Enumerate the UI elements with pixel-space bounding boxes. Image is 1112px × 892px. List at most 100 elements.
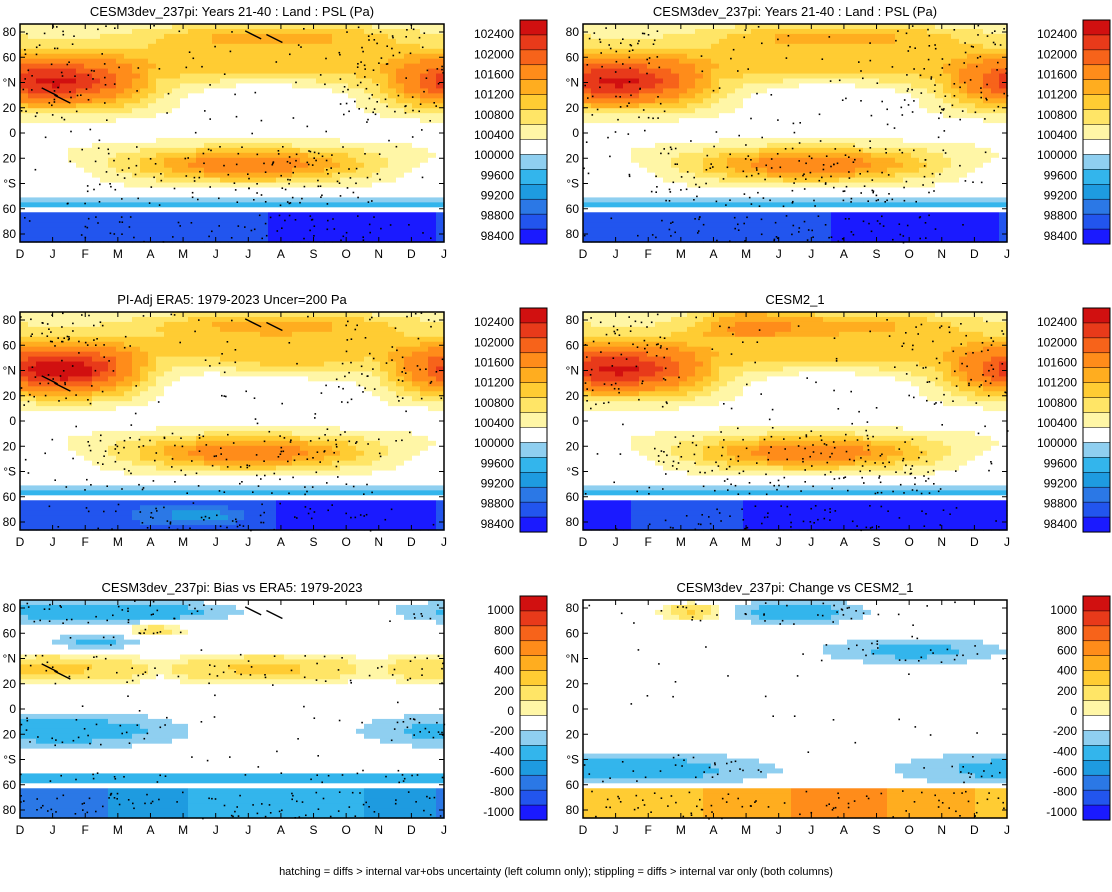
heat-cell: [356, 188, 365, 194]
heat-cell: [188, 103, 197, 109]
heat-cell: [663, 192, 672, 198]
heat-cell: [276, 138, 285, 144]
heat-cell: [196, 93, 205, 99]
heat-cell: [284, 24, 293, 30]
heat-cell: [124, 197, 133, 203]
heat-cell: [895, 192, 904, 198]
heat-cell: [260, 168, 269, 174]
heat-cell: [164, 54, 173, 60]
heat-cell: [220, 118, 229, 124]
heat-cell: [847, 39, 856, 45]
heat-cell: [172, 83, 181, 89]
heat-cell: [332, 59, 341, 65]
heat-cell: [68, 178, 77, 184]
heat-cell: [687, 158, 696, 164]
heat-cell: [663, 34, 672, 40]
heat-cell: [28, 158, 37, 164]
heat-cell: [727, 83, 736, 89]
stipple-dot: [256, 183, 258, 185]
heat-cell: [855, 44, 864, 50]
heat-cell: [767, 197, 776, 203]
heat-cell: [855, 168, 864, 174]
heat-cell: [188, 212, 197, 218]
stipple-dot: [366, 121, 368, 123]
heat-cell: [380, 133, 389, 139]
heat-cell: [583, 24, 592, 30]
heat-cell: [196, 192, 205, 198]
stipple-dot: [26, 33, 28, 35]
heat-cell: [783, 69, 792, 75]
heat-cell: [196, 222, 205, 228]
heat-cell: [124, 148, 133, 154]
stipple-dot: [437, 68, 439, 70]
heat-cell: [719, 79, 728, 85]
heat-cell: [631, 29, 640, 35]
heat-cell: [823, 168, 832, 174]
heat-cell: [76, 222, 85, 228]
heat-cell: [775, 207, 784, 213]
heat-cell: [959, 79, 968, 85]
heat-cell: [420, 212, 429, 218]
heat-cell: [220, 143, 229, 149]
heat-cell: [919, 153, 928, 159]
heat-cell: [124, 188, 133, 194]
heat-cell: [356, 148, 365, 154]
heat-cell: [903, 168, 912, 174]
stipple-dot: [128, 167, 130, 169]
heat-cell: [380, 74, 389, 80]
heat-cell: [76, 133, 85, 139]
heat-cell: [220, 217, 229, 223]
heat-cell: [36, 168, 45, 174]
heat-cell: [855, 202, 864, 208]
heat-cell: [831, 173, 840, 179]
heat-cell: [591, 227, 600, 233]
heat-cell: [703, 113, 712, 119]
heat-cell: [132, 178, 141, 184]
stipple-dot: [367, 177, 369, 179]
heat-cell: [276, 54, 285, 60]
heat-cell: [380, 212, 389, 218]
heat-cell: [300, 59, 309, 65]
heat-cell: [148, 64, 157, 70]
heat-cell: [959, 39, 968, 45]
stipple-dot: [348, 168, 350, 170]
heat-cell: [623, 113, 632, 119]
heat-cell: [855, 98, 864, 104]
heat-cell: [284, 103, 293, 109]
heat-cell: [84, 153, 93, 159]
heat-cell: [332, 93, 341, 99]
heat-cell: [60, 103, 69, 109]
heat-cell: [911, 49, 920, 55]
heat-cell: [204, 133, 213, 139]
heat-cell: [663, 183, 672, 189]
heat-cell: [132, 212, 141, 218]
heat-cell: [332, 24, 341, 30]
stipple-dot: [339, 54, 341, 56]
heat-cell: [607, 64, 616, 70]
stipple-dot: [394, 111, 396, 113]
heat-cell: [783, 173, 792, 179]
heat-cell: [108, 88, 117, 94]
heat-cell: [679, 227, 688, 233]
heat-cell: [116, 29, 125, 35]
heat-cell: [711, 49, 720, 55]
heat-cell: [935, 188, 944, 194]
heat-cell: [180, 34, 189, 40]
heat-cell: [220, 207, 229, 213]
heat-cell: [324, 222, 333, 228]
heat-cell: [919, 49, 928, 55]
heat-cell: [695, 128, 704, 134]
heat-cell: [743, 183, 752, 189]
heat-cell: [679, 113, 688, 119]
heat-cell: [372, 217, 381, 223]
heat-cell: [591, 24, 600, 30]
heat-cell: [655, 39, 664, 45]
heat-cell: [951, 227, 960, 233]
stipple-dot: [261, 120, 263, 122]
heat-cell: [428, 168, 437, 174]
heat-cell: [380, 153, 389, 159]
heat-cell: [212, 183, 221, 189]
heat-cell: [831, 217, 840, 223]
heat-cell: [228, 44, 237, 50]
heat-cell: [348, 34, 357, 40]
